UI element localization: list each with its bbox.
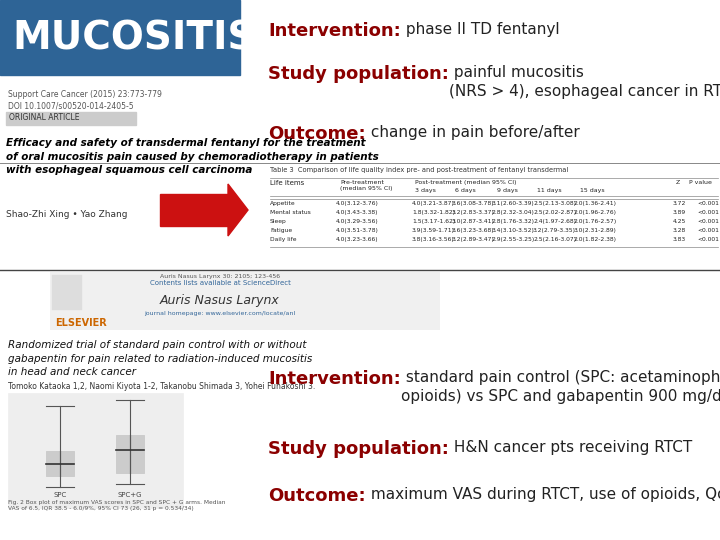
Text: Daily life: Daily life bbox=[270, 237, 297, 242]
Bar bbox=[6, 112, 136, 125]
Bar bbox=[0, 0, 240, 75]
Text: 2.5(2.02-2.87): 2.5(2.02-2.87) bbox=[533, 210, 576, 215]
Text: 3.4(3.10-3.52): 3.4(3.10-3.52) bbox=[492, 228, 535, 233]
Text: journal homepage: www.elsevier.com/locate/anl: journal homepage: www.elsevier.com/locat… bbox=[145, 311, 296, 316]
Text: Contents lists available at ScienceDirect: Contents lists available at ScienceDirec… bbox=[150, 280, 290, 286]
Text: Post-treatment (median 95% CI): Post-treatment (median 95% CI) bbox=[415, 180, 516, 185]
Text: 3.2(2.89-3.47): 3.2(2.89-3.47) bbox=[452, 237, 495, 242]
Text: 4.0(3.43-3.38): 4.0(3.43-3.38) bbox=[336, 210, 379, 215]
Text: painful mucositis
(NRS > 4), esophageal cancer in RT/CT: painful mucositis (NRS > 4), esophageal … bbox=[449, 65, 720, 99]
Text: 2.5(2.16-3.07): 2.5(2.16-3.07) bbox=[533, 237, 576, 242]
Text: 2.0(1.76-2.57): 2.0(1.76-2.57) bbox=[574, 219, 617, 224]
Text: Auris Nasus Larynx: Auris Nasus Larynx bbox=[160, 294, 280, 307]
Text: 2.0(1.36-2.41): 2.0(1.36-2.41) bbox=[574, 201, 617, 206]
Text: P value: P value bbox=[688, 180, 711, 185]
Text: standard pain control (SPC: acetaminophen +
opioids) vs SPC and gabapentin 900 m: standard pain control (SPC: acetaminophe… bbox=[401, 370, 720, 403]
Text: 4.0(3.29-3.56): 4.0(3.29-3.56) bbox=[336, 219, 379, 224]
Text: 2.4(1.97-2.68): 2.4(1.97-2.68) bbox=[533, 219, 576, 224]
Text: 3.0(2.31-2.89): 3.0(2.31-2.89) bbox=[574, 228, 617, 233]
Text: Table 3  Comparison of life quality index pre- and post-treatment of fentanyl tr: Table 3 Comparison of life quality index… bbox=[270, 167, 568, 173]
Text: Appetite: Appetite bbox=[270, 201, 296, 206]
Text: 2.8(1.76-3.32): 2.8(1.76-3.32) bbox=[492, 219, 535, 224]
Bar bbox=[52, 275, 82, 310]
Text: Z: Z bbox=[676, 180, 680, 185]
Text: 3.28: 3.28 bbox=[673, 228, 686, 233]
Text: 4.25: 4.25 bbox=[673, 219, 686, 224]
Text: ELSEVIER: ELSEVIER bbox=[55, 318, 107, 328]
Text: <0.001: <0.001 bbox=[697, 201, 719, 206]
Text: 11 days: 11 days bbox=[537, 188, 562, 193]
Bar bbox=[8, 393, 183, 508]
Text: 15 days: 15 days bbox=[580, 188, 605, 193]
Bar bbox=[46, 451, 74, 476]
Bar bbox=[116, 435, 144, 473]
Text: 2.5(2.13-3.08): 2.5(2.13-3.08) bbox=[533, 201, 576, 206]
Text: 3.0(2.87-3.41): 3.0(2.87-3.41) bbox=[452, 219, 495, 224]
Text: Shao-Zhi Xing • Yao Zhang: Shao-Zhi Xing • Yao Zhang bbox=[6, 210, 127, 219]
Text: maximum VAS during RTCT, use of opioids, QoL: maximum VAS during RTCT, use of opioids,… bbox=[366, 487, 720, 502]
Text: 3.6(3.08-3.78): 3.6(3.08-3.78) bbox=[452, 201, 495, 206]
Text: 3.89: 3.89 bbox=[673, 210, 686, 215]
Text: Life items: Life items bbox=[270, 180, 305, 186]
Text: 1.5(3.17-1.62): 1.5(3.17-1.62) bbox=[412, 219, 455, 224]
Text: Tomoko Kataoka 1,2, Naomi Kiyota 1-2, Takanobu Shimada 3, Yohei Funakoshi 3.: Tomoko Kataoka 1,2, Naomi Kiyota 1-2, Ta… bbox=[8, 382, 315, 391]
Text: Auris Nasus Larynx 30: 2105; 123-456: Auris Nasus Larynx 30: 2105; 123-456 bbox=[160, 274, 280, 279]
Text: 3.8(3.16-3.56): 3.8(3.16-3.56) bbox=[412, 237, 455, 242]
Text: Sleep: Sleep bbox=[270, 219, 287, 224]
Text: 1.8(3.32-1.82): 1.8(3.32-1.82) bbox=[412, 210, 455, 215]
Text: Pre-treatment
(median 95% CI): Pre-treatment (median 95% CI) bbox=[340, 180, 392, 191]
Text: 9 days: 9 days bbox=[497, 188, 518, 193]
Text: 4.0(3.23-3.66): 4.0(3.23-3.66) bbox=[336, 237, 379, 242]
Text: phase II TD fentanyl: phase II TD fentanyl bbox=[401, 22, 559, 37]
Text: <0.001: <0.001 bbox=[697, 219, 719, 224]
Text: 6 days: 6 days bbox=[455, 188, 476, 193]
Bar bbox=[50, 272, 440, 330]
Text: Fig. 2 Box plot of maximum VAS scores in SPC and SPC + G arms. Median
VAS of 6.5: Fig. 2 Box plot of maximum VAS scores in… bbox=[8, 500, 225, 511]
Text: SPC: SPC bbox=[53, 492, 67, 498]
Text: SPC+G: SPC+G bbox=[118, 492, 143, 498]
Text: 3.72: 3.72 bbox=[673, 201, 686, 206]
Text: 3.9(3.59-1.71): 3.9(3.59-1.71) bbox=[412, 228, 455, 233]
Text: 4.0(3.51-3.78): 4.0(3.51-3.78) bbox=[336, 228, 379, 233]
Text: Outcome:: Outcome: bbox=[268, 487, 366, 505]
Bar bbox=[160, 194, 228, 226]
Text: 3.2(2.83-3.37): 3.2(2.83-3.37) bbox=[452, 210, 495, 215]
Text: 3.6(3.23-3.68): 3.6(3.23-3.68) bbox=[452, 228, 495, 233]
Text: 2.0(1.96-2.76): 2.0(1.96-2.76) bbox=[574, 210, 617, 215]
Text: <0.001: <0.001 bbox=[697, 237, 719, 242]
Text: 2.0(1.82-2.38): 2.0(1.82-2.38) bbox=[574, 237, 617, 242]
Text: Efficacy and safety of transdermal fentanyl for the treatment
of oral mucositis : Efficacy and safety of transdermal fenta… bbox=[6, 138, 379, 175]
Text: 3.83: 3.83 bbox=[673, 237, 686, 242]
Text: H&N cancer pts receiving RTCT: H&N cancer pts receiving RTCT bbox=[449, 440, 692, 455]
Text: Intervention:: Intervention: bbox=[268, 22, 401, 40]
Text: change in pain before/after: change in pain before/after bbox=[366, 125, 580, 140]
Text: 2.8(2.32-3.04): 2.8(2.32-3.04) bbox=[492, 210, 535, 215]
Text: 2.9(2.55-3.25): 2.9(2.55-3.25) bbox=[492, 237, 535, 242]
Text: 3 days: 3 days bbox=[415, 188, 436, 193]
Text: 3.1(2.60-3.39): 3.1(2.60-3.39) bbox=[492, 201, 535, 206]
Text: <0.001: <0.001 bbox=[697, 228, 719, 233]
Text: Mental status: Mental status bbox=[270, 210, 311, 215]
Text: Fatigue: Fatigue bbox=[270, 228, 292, 233]
Text: Support Care Cancer (2015) 23:773-779
DOI 10.1007/s00520-014-2405-5: Support Care Cancer (2015) 23:773-779 DO… bbox=[8, 90, 162, 111]
Text: Randomized trial of standard pain control with or without
gabapentin for pain re: Randomized trial of standard pain contro… bbox=[8, 340, 312, 377]
Text: <0.001: <0.001 bbox=[697, 210, 719, 215]
Text: 4.0(3.21-3.87): 4.0(3.21-3.87) bbox=[412, 201, 455, 206]
Text: Study population:: Study population: bbox=[268, 65, 449, 83]
Text: Study population:: Study population: bbox=[268, 440, 449, 458]
Text: 3.2(2.79-3.35): 3.2(2.79-3.35) bbox=[533, 228, 576, 233]
Text: Intervention:: Intervention: bbox=[268, 370, 401, 388]
Text: Outcome:: Outcome: bbox=[268, 125, 366, 143]
Text: 4.0(3.12-3.76): 4.0(3.12-3.76) bbox=[336, 201, 379, 206]
Text: MUCOSITIS: MUCOSITIS bbox=[12, 19, 256, 57]
Polygon shape bbox=[228, 184, 248, 236]
Text: ORIGINAL ARTICLE: ORIGINAL ARTICLE bbox=[9, 113, 79, 123]
